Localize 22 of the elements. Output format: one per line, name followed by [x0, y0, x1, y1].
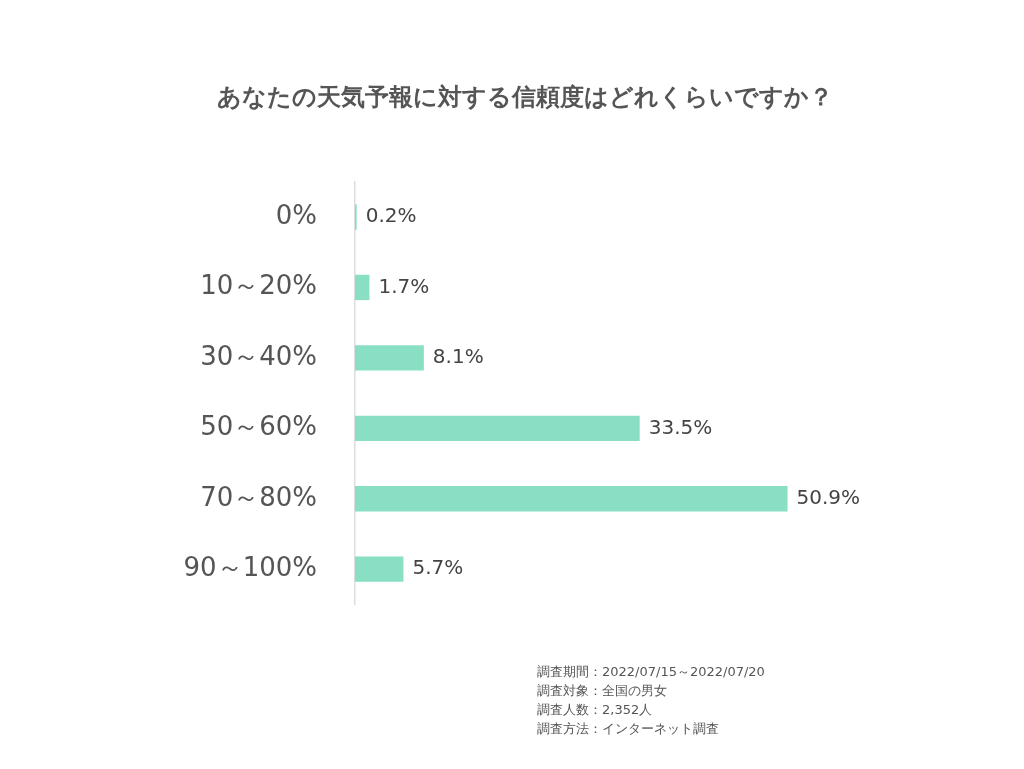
- data-label: 5.7%: [412, 555, 464, 580]
- data-label: 50.9%: [796, 484, 861, 509]
- text: 調査方法：インターネット調査: [537, 720, 720, 738]
- chart-title: あなたの天気予報に対する信頼度はどれくらいですか？: [217, 82, 833, 111]
- text: 調査対象：全国の男女: [537, 682, 668, 700]
- bar: [355, 556, 404, 582]
- bar: [355, 274, 370, 301]
- y-tick-label: 50～60%: [200, 411, 317, 442]
- text: 調査期間：2022/07/15～2022/07/20: [537, 663, 765, 681]
- bar: [355, 415, 640, 441]
- data-label: 0.2%: [365, 203, 417, 228]
- data-label: 8.1%: [432, 344, 484, 369]
- y-tick-label: 10～20%: [200, 270, 317, 301]
- bar: [355, 486, 788, 512]
- text: 調査人数：2,352人: [537, 701, 654, 719]
- y-tick-label: 30～40%: [200, 340, 317, 371]
- y-tick-label: 0%: [275, 199, 317, 230]
- y-tick-label: 70～80%: [200, 481, 317, 512]
- bar: [355, 345, 424, 371]
- data-label: 33.5%: [648, 414, 713, 439]
- y-tick-label: 90～100%: [183, 551, 317, 582]
- data-label: 1.7%: [378, 273, 430, 298]
